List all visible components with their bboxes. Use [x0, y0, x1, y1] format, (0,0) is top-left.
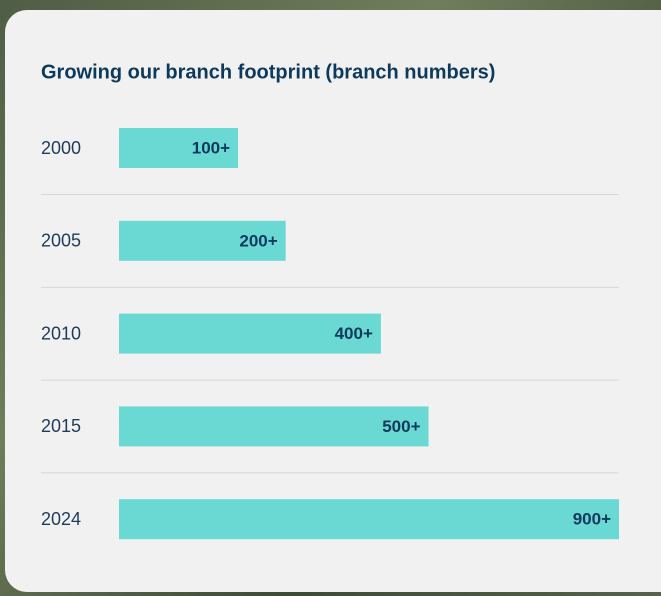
- category-label: 2015: [41, 416, 81, 436]
- category-label: 2010: [41, 323, 81, 343]
- value-label: 200+: [239, 231, 277, 250]
- bar: [119, 220, 286, 261]
- bar: [119, 128, 239, 168]
- bar: [119, 406, 429, 447]
- value-label: 500+: [382, 417, 420, 436]
- value-label: 100+: [192, 138, 230, 157]
- category-label: 2000: [41, 138, 81, 158]
- bar: [119, 313, 381, 354]
- chart-title: Growing our branch footprint (branch num…: [41, 61, 495, 83]
- value-label: 400+: [335, 324, 373, 343]
- value-label: 900+: [573, 510, 611, 529]
- bar: [119, 499, 619, 540]
- category-label: 2024: [41, 509, 81, 529]
- category-label: 2005: [41, 231, 81, 251]
